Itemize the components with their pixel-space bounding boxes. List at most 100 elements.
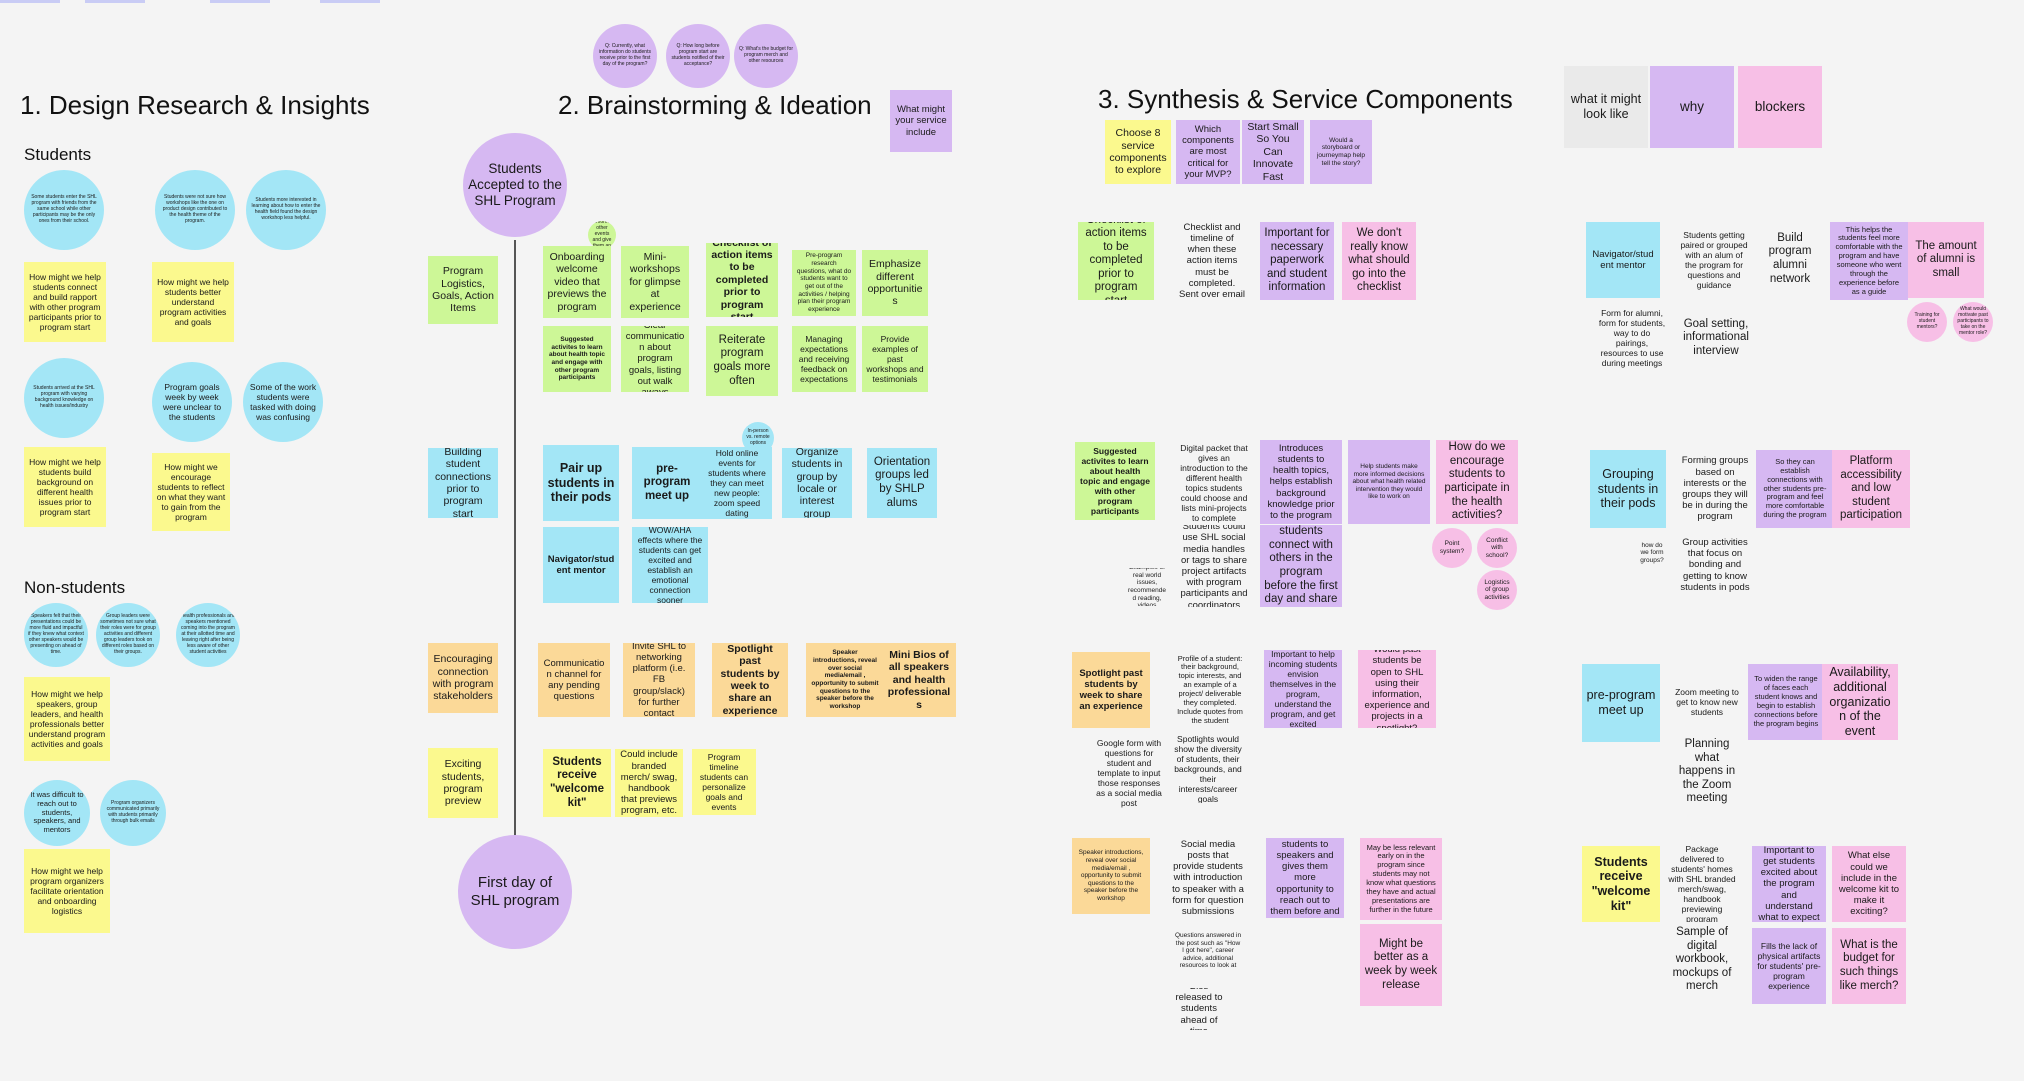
component-note[interactable]: We don't really know what should go into… <box>1342 222 1416 300</box>
insight-circle[interactable]: Students more interested in learning abo… <box>246 170 326 250</box>
idea-note[interactable]: pre-program meet up <box>632 447 702 519</box>
category-note[interactable]: Encouraging connection with program stak… <box>428 643 498 713</box>
component-note[interactable]: Availability, additional organization of… <box>1822 664 1898 740</box>
component-note[interactable]: Social media posts that provide students… <box>1172 838 1244 918</box>
component-note[interactable]: Fills the lack of physical artifacts for… <box>1752 928 1826 1004</box>
idea-note[interactable]: Program timeline students can personaliz… <box>692 749 756 815</box>
idea-note[interactable]: Could include branded merch/ swag, handb… <box>615 749 683 817</box>
top-tab[interactable] <box>320 0 380 3</box>
component-note[interactable]: Help students make more informed decisio… <box>1348 440 1430 524</box>
mini-circle[interactable]: Align to inform other events and give th… <box>588 221 616 249</box>
component-note[interactable]: Group activities that focus on bonding a… <box>1680 536 1750 593</box>
component-note[interactable]: Students could use SHL social media hand… <box>1180 525 1248 607</box>
idea-note[interactable]: Pair up students in their pods <box>543 445 619 521</box>
blocker-circle[interactable]: Conflict with school? <box>1477 528 1517 568</box>
question-circle[interactable]: Q: How long before program start are stu… <box>666 24 730 88</box>
idea-note[interactable]: Organize students in group by locale or … <box>782 448 852 518</box>
category-note[interactable]: Exciting students, program preview <box>428 748 498 818</box>
hmw-note[interactable]: How might we help students build backgro… <box>24 447 106 527</box>
component-note[interactable]: Platform accessibility and low student p… <box>1832 450 1910 528</box>
component-note[interactable]: What is the budget for such things like … <box>1832 928 1906 1004</box>
insight-circle[interactable]: Group leaders were sometimes not sure wh… <box>96 603 160 667</box>
instruction-note[interactable]: Which components are most critical for y… <box>1176 120 1240 184</box>
instruction-note[interactable]: Would a storyboard or journeymap help te… <box>1310 120 1372 184</box>
component-note[interactable]: pre-program meet up <box>1582 664 1660 742</box>
insight-circle[interactable]: Speakers felt that their presentations c… <box>24 603 88 667</box>
insight-circle[interactable]: Some of the work students were tasked wi… <box>243 362 323 442</box>
component-note[interactable]: Planning what happens in the Zoom meetin… <box>1678 738 1736 805</box>
insight-circle[interactable]: Students were not sure how workshops lik… <box>155 170 235 250</box>
component-note[interactable]: Google form with questions for student a… <box>1096 737 1162 809</box>
component-note[interactable]: Spotlights would show the diversity of s… <box>1174 735 1242 803</box>
component-note[interactable]: Checklist of action items to be complete… <box>1078 222 1154 300</box>
question-circle[interactable]: Q: Currently, what information do studen… <box>593 24 657 88</box>
idea-note[interactable]: Speaker introductions, reveal over socia… <box>806 643 884 717</box>
hmw-note[interactable]: How might we encourage students to refle… <box>152 453 230 531</box>
component-note[interactable]: how do we form groups? <box>1640 541 1664 564</box>
idea-note[interactable]: Navigator/student mentor <box>543 527 619 603</box>
idea-note[interactable]: Invite SHL to networking platform (i.e. … <box>623 643 695 717</box>
insight-circle[interactable]: Program organizers communicated primaril… <box>100 780 166 846</box>
component-note[interactable]: Checklist and timeline of when these act… <box>1178 222 1245 300</box>
component-note[interactable]: Important to help incoming students envi… <box>1264 650 1342 728</box>
hmw-note[interactable]: How might we help students connect and b… <box>24 262 106 342</box>
blocker-circle[interactable]: Logistics of group activities <box>1477 570 1517 610</box>
blocker-circle[interactable]: Point system? <box>1432 528 1472 568</box>
component-note[interactable]: Important for necessary paperwork and st… <box>1260 222 1334 300</box>
category-note[interactable]: Program Logistics, Goals, Action Items <box>428 256 498 324</box>
top-tab[interactable] <box>0 0 60 3</box>
idea-note[interactable]: WOW/AHA effects where the students can g… <box>632 527 708 603</box>
idea-note[interactable]: Hold online events for students where th… <box>702 447 772 519</box>
idea-note[interactable]: Onboarding welcome video that previews t… <box>543 246 611 318</box>
component-note[interactable]: Package delivered to students' homes wit… <box>1668 846 1736 922</box>
component-note[interactable]: Grouping students in their pods <box>1590 450 1666 528</box>
component-note[interactable]: Digital packet that gives an introductio… <box>1180 442 1248 524</box>
blocker-circle[interactable]: What would motivate past participants to… <box>1953 302 1993 342</box>
hmw-note[interactable]: How might we help speakers, group leader… <box>24 677 110 761</box>
top-tab[interactable] <box>210 0 270 3</box>
timeline-end-circle[interactable]: First day of SHL program <box>458 835 572 949</box>
idea-note[interactable]: Mini-workshops for glimpse at experience <box>621 246 689 318</box>
component-note[interactable]: Important to get students excited about … <box>1752 846 1826 922</box>
component-note[interactable]: How do we encourage students to particip… <box>1436 440 1518 524</box>
idea-note[interactable]: Students receive "welcome kit" <box>543 749 611 817</box>
component-note[interactable]: Examples of real world issues, recommend… <box>1128 568 1166 606</box>
question-circle[interactable]: Q: What's the budget for program merch a… <box>734 24 798 88</box>
category-note[interactable]: Building student connections prior to pr… <box>428 448 498 518</box>
component-note[interactable]: Build program alumni network <box>1768 231 1812 285</box>
component-note[interactable]: Profile of a student: their background, … <box>1177 653 1243 725</box>
component-note[interactable]: This helps the students feel more comfor… <box>1830 222 1908 300</box>
component-note[interactable]: Would past students be open to SHL using… <box>1358 650 1436 728</box>
idea-note[interactable]: Pre-program research questions, what do … <box>792 250 856 316</box>
component-note[interactable]: Suggested activites to learn about healt… <box>1075 442 1155 520</box>
component-note[interactable]: So they can establish connections with o… <box>1756 450 1834 528</box>
component-note[interactable]: Might be better as a week by week releas… <box>1360 924 1442 1006</box>
idea-note[interactable]: Emphasize different opportunities <box>862 250 928 316</box>
insight-circle[interactable]: Program goals week by week were unclear … <box>152 362 232 442</box>
hmw-note[interactable]: How might we help program organizers fac… <box>24 849 110 933</box>
component-note[interactable]: Students receive "welcome kit" <box>1582 846 1660 922</box>
idea-note[interactable]: Reiterate program goals more often <box>706 326 778 396</box>
idea-note[interactable]: Spotlight past students by week to share… <box>712 643 788 717</box>
insight-circle[interactable]: Students arrived at the SHL program with… <box>24 358 104 438</box>
component-note[interactable]: Questions answered in the post such as "… <box>1174 931 1242 970</box>
component-note[interactable]: Speaker introductions, reveal over socia… <box>1072 838 1150 914</box>
idea-note[interactable]: Suggested activites to learn about healt… <box>543 326 611 392</box>
instruction-note[interactable]: Start Small So You Can Innovate Fast <box>1242 120 1304 184</box>
component-note[interactable]: Forming groups based on interests or the… <box>1681 455 1749 523</box>
blocker-circle[interactable]: Training for student mentors? <box>1907 302 1947 342</box>
component-note[interactable]: Zoom meeting to get to know new students <box>1675 686 1739 717</box>
idea-note[interactable]: Provide examples of past workshops and t… <box>862 326 928 392</box>
component-note[interactable]: Form for alumni, form for students, way … <box>1598 307 1666 369</box>
idea-note[interactable]: Mini Bios of all speakers and health pro… <box>882 643 956 717</box>
component-note[interactable]: Goal setting, informational interview <box>1683 317 1749 357</box>
prompt-note[interactable]: What might your service include <box>890 90 952 152</box>
component-note[interactable]: Sample of digital workbook, mockups of m… <box>1672 926 1732 993</box>
component-note[interactable]: What else could we include in the welcom… <box>1832 846 1906 922</box>
hmw-note[interactable]: How might we help students better unders… <box>152 262 234 342</box>
idea-note[interactable]: Orientation groups led by SHLP alums <box>867 448 937 518</box>
insight-circle[interactable]: It was difficult to reach out to student… <box>24 780 90 846</box>
top-tab[interactable] <box>85 0 145 3</box>
